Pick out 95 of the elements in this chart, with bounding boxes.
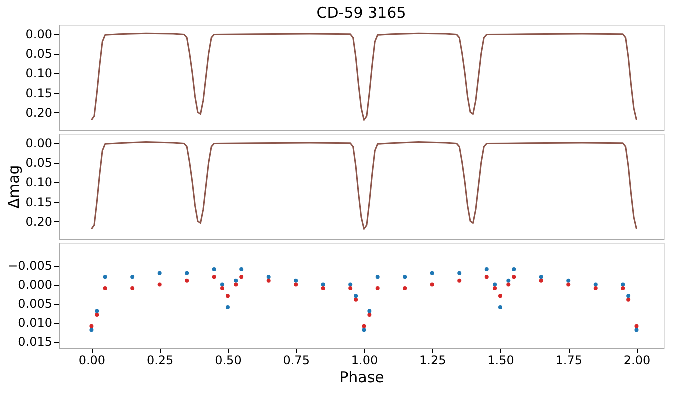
x-tick-label: 0.50 (215, 354, 242, 368)
y-tick-label: 0.05 (26, 47, 52, 62)
point (484, 275, 489, 280)
point (512, 268, 516, 272)
y-tick-label: 0.00 (26, 28, 52, 42)
point (493, 286, 498, 290)
point (95, 309, 100, 314)
point (634, 328, 639, 332)
point (95, 313, 100, 318)
point (90, 328, 94, 332)
point (103, 275, 108, 280)
point (266, 275, 271, 280)
point (484, 268, 489, 272)
y-tick-label: 0.005 (18, 297, 52, 312)
point (458, 278, 462, 283)
point (348, 282, 353, 287)
point (240, 275, 244, 280)
point (220, 282, 225, 287)
point (566, 282, 571, 287)
line-series (90, 141, 638, 230)
point (185, 278, 190, 283)
x-tick-label: 1.50 (488, 354, 514, 368)
point (220, 286, 225, 290)
x-axis-title: Phase (340, 368, 384, 386)
point (158, 282, 162, 287)
point (212, 268, 216, 272)
point (403, 286, 408, 290)
point (185, 271, 190, 276)
y-tick-label: 0.010 (18, 316, 52, 330)
y-tick-label: 0.20 (26, 106, 52, 120)
point (226, 294, 230, 298)
y-tick-label: 0.15 (26, 86, 52, 100)
y-tick-label: 0.015 (18, 335, 52, 350)
x-tick-label: 1.00 (351, 354, 378, 368)
y-tick-label: 0.20 (26, 214, 52, 229)
point (493, 282, 498, 287)
x-tick-label: 0.75 (283, 354, 310, 368)
point (103, 286, 108, 290)
chart-title: CD-59 3165 (316, 4, 406, 22)
point (634, 324, 639, 328)
point (294, 282, 298, 287)
point (321, 286, 326, 290)
point (512, 275, 516, 280)
point (158, 271, 162, 276)
point (294, 278, 298, 283)
x-tick-label: 2.00 (624, 354, 651, 368)
point (594, 282, 598, 287)
y-tick-label: 0.000 (18, 278, 52, 292)
point (130, 286, 135, 290)
point (362, 324, 366, 328)
point (90, 324, 94, 328)
point (348, 286, 353, 290)
point (234, 278, 238, 283)
y-tick-label: 0.15 (26, 195, 52, 210)
line-series (90, 32, 638, 121)
point (321, 282, 326, 287)
point (621, 286, 626, 290)
point (566, 278, 571, 283)
point (234, 282, 238, 287)
x-tick-label: 0.25 (146, 354, 174, 368)
point (539, 275, 544, 280)
point (212, 275, 216, 280)
point (354, 294, 358, 298)
point (594, 286, 598, 290)
point (621, 282, 626, 287)
point (240, 268, 244, 272)
point (506, 278, 511, 283)
point (498, 305, 502, 310)
point (626, 294, 631, 298)
y-tick-label: 0.00 (26, 136, 52, 151)
point (506, 282, 511, 287)
point (226, 305, 230, 310)
point (376, 286, 380, 290)
point (626, 298, 631, 302)
x-tick-label: 1.25 (419, 354, 446, 368)
point (430, 282, 434, 287)
y-tick-label: 0.10 (26, 66, 52, 81)
point (458, 271, 462, 276)
point (403, 275, 408, 280)
point (539, 278, 544, 283)
y-tick-label: 0.10 (26, 176, 52, 190)
point (430, 271, 434, 276)
point (354, 298, 358, 302)
x-tick-label: 1.75 (556, 354, 582, 368)
y-axis-title: Δmag (4, 165, 23, 209)
point (498, 294, 502, 298)
point (376, 275, 380, 280)
point (368, 313, 372, 318)
x-tick-label: 0.00 (78, 354, 106, 368)
point (130, 275, 135, 280)
y-tick-label: −0.005 (8, 259, 52, 274)
point (266, 278, 271, 283)
point (368, 309, 372, 314)
y-tick-label: 0.05 (26, 156, 52, 170)
point (362, 328, 366, 332)
